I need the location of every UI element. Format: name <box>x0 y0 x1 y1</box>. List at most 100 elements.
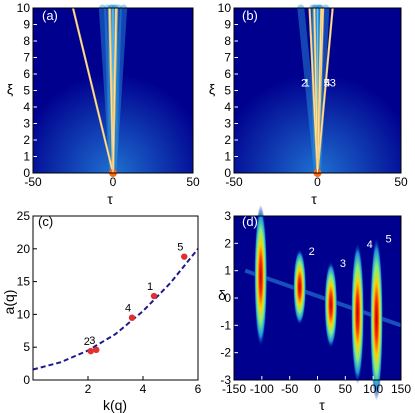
panel-b-ytick-label: 5 <box>224 84 231 98</box>
panel-c-point-label: 4 <box>125 303 131 315</box>
panel-c-ytick-label: 25 <box>17 209 31 223</box>
panel-a-label: (a) <box>42 8 58 23</box>
panel-d-peak <box>254 205 268 348</box>
panel-a-xlabel: τ <box>107 191 113 207</box>
panel-d-peak <box>351 241 365 385</box>
panel-b-ray-label: 4 <box>324 77 330 89</box>
panel-d-ytick-label: 2 <box>224 236 231 250</box>
panel-b-xtick-label: 0 <box>314 175 321 189</box>
panel-c-point-label: 2 <box>84 336 90 348</box>
panel-b-ray-label: 5 <box>324 77 330 89</box>
panel-c-xlabel: k(q) <box>103 397 127 413</box>
panel-d-xlabel: τ <box>319 397 325 413</box>
panel-a-ytick-label: 6 <box>23 67 30 81</box>
panel-b-xtick-label: -50 <box>225 175 243 189</box>
panel-c-ylabel: a(q) <box>1 290 17 315</box>
panel-c-xtick-label: 6 <box>195 382 202 396</box>
panel-b-ytick-label: 7 <box>224 51 231 65</box>
panel-d-xtick-label: 100 <box>363 382 383 396</box>
panel-b-ytick-label: 1 <box>224 150 231 164</box>
panel-d-xtick-label: -150 <box>222 382 246 396</box>
panel-b-ylabel: ξ <box>209 81 215 97</box>
panel-d-peak <box>324 261 338 349</box>
panel-d-xtick-label: -100 <box>250 382 274 396</box>
panel-a-ytick-label: 1 <box>23 150 30 164</box>
panel-a-ytick-label: 8 <box>23 34 30 48</box>
panel-c-point-label: 5 <box>177 242 183 254</box>
panel-d-xtick-label: -50 <box>281 382 299 396</box>
panel-c-ytick-label: 5 <box>23 340 30 354</box>
panel-b-ray-highlight <box>317 7 322 174</box>
panel-d-peak-label: 2 <box>309 246 315 258</box>
panel-c-frame <box>32 215 199 381</box>
panel-b-xlabel: τ <box>311 191 317 207</box>
panel-d-ytick-label: -1 <box>220 318 231 332</box>
panel-a-ytick-label: 10 <box>17 1 31 15</box>
panel-d-frame <box>233 215 402 381</box>
panel-c-point <box>181 253 188 260</box>
panel-d-ytick-label: -3 <box>220 373 231 387</box>
panel-c-point <box>128 314 136 321</box>
panel-d-ytick-label: 0 <box>224 291 231 305</box>
panel-a-ytick-label: 4 <box>23 100 30 114</box>
panel-b-ytick-label: 3 <box>224 117 231 131</box>
panel-d-ylabel: δ <box>218 287 226 303</box>
panel-a-ytick-label: 7 <box>23 51 30 65</box>
panel-c-ytick-label: 10 <box>17 307 31 321</box>
panel-a-xtick-label: 0 <box>110 175 117 189</box>
panel-b-ray-label: 2 <box>301 77 307 89</box>
panel-c-point <box>93 346 100 354</box>
panel-d-ytick-label: -2 <box>220 346 231 360</box>
panel-d-label: (d) <box>242 214 258 229</box>
panel-b-ytick-label: 10 <box>218 1 232 15</box>
panel-d-xtick-label: 150 <box>391 382 411 396</box>
panel-a-ylabel: ξ <box>7 81 13 97</box>
panel-d-ytick-label: 1 <box>224 264 231 278</box>
panel-b-ytick-label: 9 <box>224 18 231 32</box>
panel-a-ray-highlight <box>109 7 114 174</box>
panel-a-ytick-label: 2 <box>23 133 30 147</box>
panel-c-point-label: 3 <box>89 335 95 347</box>
panel-b-label: (b) <box>242 8 258 23</box>
panel-a-ray-highlight <box>72 7 114 174</box>
panel-b-central-beam <box>313 8 322 173</box>
panel-c-fit-curve <box>32 248 199 371</box>
panel-d-xtick-label: 0 <box>314 382 321 396</box>
panel-c-background <box>33 216 198 380</box>
panel-a-xtick-label: 50 <box>186 175 200 189</box>
panel-c-ytick-label: 20 <box>17 242 31 256</box>
panel-d-peak-label: 4 <box>367 239 373 251</box>
panel-a-ytick-label: 5 <box>23 84 30 98</box>
panel-b-ytick-label: 8 <box>224 34 231 48</box>
panel-a-ytick-label: 3 <box>23 117 30 131</box>
panel-a-central-beam <box>109 8 117 173</box>
panel-c-point <box>87 347 94 355</box>
panel-b-ytick-label: 4 <box>224 100 231 114</box>
panel-a-frame <box>32 7 194 174</box>
panel-d-xtick-label: 50 <box>339 382 353 396</box>
panel-b-ytick-label: 0 <box>224 166 231 180</box>
panel-b-ray-label: 3 <box>330 77 336 89</box>
panel-b-ray-highlight <box>309 7 318 174</box>
panel-b-ray-highlight <box>317 7 334 174</box>
panel-c-xtick-label: 2 <box>85 382 92 396</box>
panel-b-ytick-label: 6 <box>224 67 231 81</box>
panel-a-ytick-label: 9 <box>23 18 30 32</box>
panel-a-ray-highlight <box>112 7 117 174</box>
panel-d-peak-label: 3 <box>340 258 346 270</box>
panel-c-ytick-label: 15 <box>17 275 31 289</box>
panel-b-ytick-label: 2 <box>224 133 231 147</box>
panel-d-peak-label: 5 <box>386 234 392 246</box>
panel-d-peak-label: 1 <box>270 202 276 214</box>
panel-c-xtick-label: 4 <box>140 382 147 396</box>
panel-b-ray-label: 1 <box>304 77 310 89</box>
panel-d: 1 2 3 4 5 -150 -100 -50 0 50 100 150 -3 -2 -1 0 1 2 3 <box>220 202 411 401</box>
panel-c-ytick-label: 0 <box>23 373 30 387</box>
panel-d-peak <box>293 248 307 326</box>
panel-c-label: (c) <box>38 214 53 229</box>
panel-c-point-label: 1 <box>147 281 153 293</box>
